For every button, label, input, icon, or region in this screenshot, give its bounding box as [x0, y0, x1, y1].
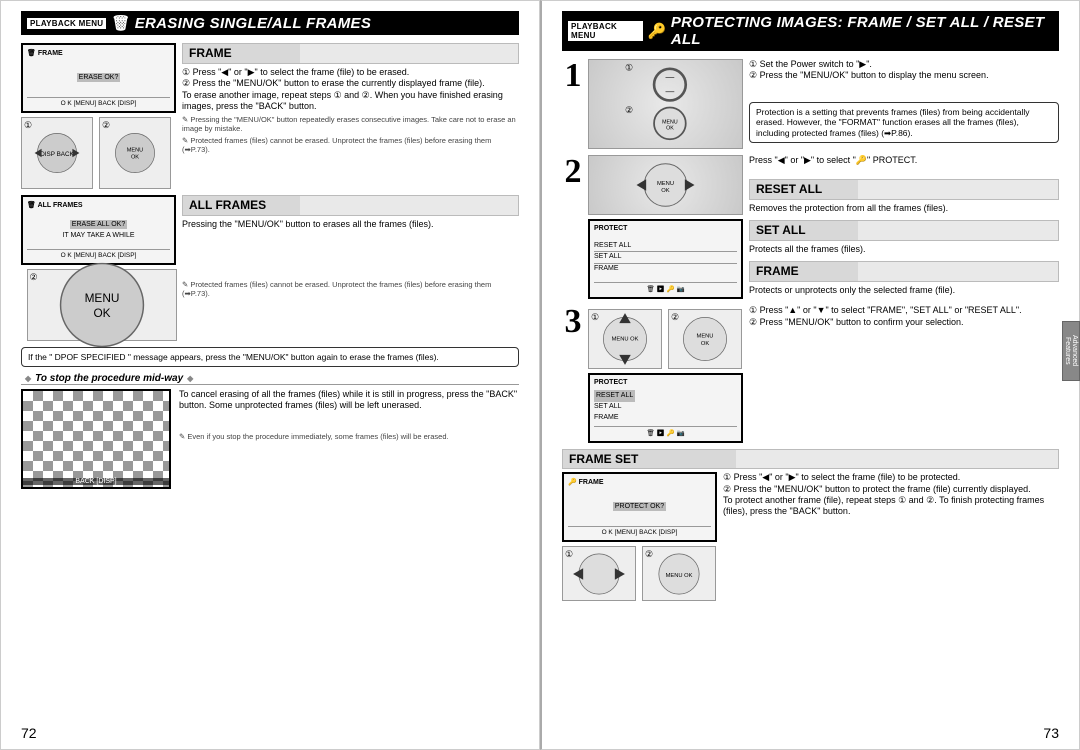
- frame-note1: ✎ Pressing the "MENU/OK" button repeated…: [182, 115, 519, 133]
- step3-num: 3: [562, 305, 584, 443]
- lcd3-top: PROTECT: [594, 379, 737, 386]
- lcd3-l3: FRAME: [594, 413, 737, 424]
- reset-all-title: RESET ALL: [749, 179, 1059, 200]
- svg-text:MENU: MENU: [127, 148, 143, 154]
- svg-text:DISP BACK: DISP BACK: [40, 151, 74, 158]
- stop-p1: To cancel erasing of all the frames (fil…: [179, 389, 519, 412]
- reset-all-desc: Removes the protection from all the fram…: [749, 203, 1059, 214]
- frame-p3: To erase another image, repeat steps ① a…: [182, 90, 519, 113]
- lcd-frame-bot: O K [MENU] BACK [DISP]: [27, 97, 170, 107]
- lcd-all-mid1: ERASE ALL OK?: [70, 220, 127, 229]
- svg-text:MENU OK: MENU OK: [612, 337, 639, 343]
- all-p1: Pressing the "MENU/OK" button to erases …: [182, 219, 519, 230]
- control-pad-1: DISP BACK: [21, 117, 93, 189]
- control-pad-step2: MENUOK: [588, 155, 743, 215]
- playback-menu-label: PLAYBACK MENU: [27, 18, 106, 29]
- frameset-p1: ① Press "◀" or "▶" to select the frame (…: [723, 472, 1059, 483]
- step1-num: 1: [562, 59, 584, 149]
- header-title: ERASING SINGLE/ALL FRAMES: [135, 15, 371, 32]
- stop-note: ✎ Even if you stop the procedure immedia…: [179, 432, 519, 441]
- step1-p1: ① Set the Power switch to "▶".: [749, 59, 1059, 70]
- step3-p2: ② Press "MENU/OK" button to confirm your…: [749, 317, 1059, 328]
- checker-image: [21, 389, 171, 489]
- header-erasing: PLAYBACK MENU 🗑 ERASING SINGLE/ALL FRAME…: [21, 11, 519, 35]
- header-protect: PLAYBACK MENU 🔑 PROTECTING IMAGES: FRAME…: [562, 11, 1059, 51]
- set-all-desc: Protects all the frames (files).: [749, 244, 1059, 255]
- control-pad-fs1: [562, 546, 636, 601]
- advanced-tab: Advanced Features: [1062, 321, 1080, 381]
- camera-illustration-1: ① ② MENU OK: [588, 59, 743, 149]
- control-pad-3b: MENUOK: [668, 309, 742, 369]
- lcd2-l2: SET ALL: [594, 252, 737, 264]
- svg-text:①: ①: [625, 63, 633, 73]
- frame-desc-r: Protects or unprotects only the selected…: [749, 285, 1059, 296]
- step1-p2: ② Press the "MENU/OK" button to display …: [749, 70, 1059, 81]
- trash-icon: 🗑: [111, 14, 130, 32]
- svg-text:MENU: MENU: [84, 291, 119, 305]
- lcd-all-top: 🗑 ALL FRAMES: [27, 201, 170, 209]
- set-all-title: SET ALL: [749, 220, 1059, 241]
- lcdfs-bot: O K [MENU] BACK [DISP]: [568, 526, 711, 536]
- lcdfs-top: 🔑 FRAME: [568, 478, 711, 486]
- page-number-right: 73: [1043, 725, 1059, 741]
- lcd3-l1: RESET ALL: [594, 390, 635, 403]
- svg-text:OK: OK: [666, 126, 674, 132]
- svg-text:OK: OK: [93, 306, 110, 320]
- playback-menu-label-r: PLAYBACK MENU: [568, 21, 643, 41]
- row-frame: 🗑 FRAME ERASE OK? O K [MENU] BACK [DISP]…: [21, 43, 519, 189]
- lcd3-l2: SET ALL: [594, 402, 737, 413]
- lcd2-top: PROTECT: [594, 225, 737, 232]
- step3-row: 3 MENU OK MENUOK PROTECT RESET ALL SET A…: [562, 305, 1059, 443]
- lcd-frame-mid: ERASE OK?: [27, 73, 170, 82]
- control-pad-all: MENUOK: [27, 269, 177, 341]
- lcd-frame-top: 🗑 FRAME: [27, 49, 170, 57]
- frameset-p3: To protect another frame (file), repeat …: [723, 495, 1059, 518]
- svg-text:OK: OK: [701, 341, 709, 347]
- lcd-step3: PROTECT RESET ALL SET ALL FRAME 🗑 ▶ 🔑 📷: [588, 373, 743, 443]
- frameset-p2: ② Press the "MENU/OK" button to protect …: [723, 484, 1059, 495]
- step1-row: 1 ① ② MENU OK ① Set the Power switch to …: [562, 59, 1059, 149]
- header-title-r: PROTECTING IMAGES: FRAME / SET ALL / RES…: [671, 14, 1053, 48]
- lcd2-l3: FRAME: [594, 264, 737, 275]
- lcdfs-mid: PROTECT OK?: [613, 502, 666, 511]
- frame-p2: ② Press the "MENU/OK" button to erase th…: [182, 78, 519, 89]
- section-frame-title: FRAME: [182, 43, 519, 64]
- all-note1: ✎ Protected frames (files) cannot be era…: [182, 280, 519, 298]
- lcd-frame: 🗑 FRAME ERASE OK? O K [MENU] BACK [DISP]: [21, 43, 176, 113]
- control-pad-2: MENUOK: [99, 117, 171, 189]
- lcd2-l1: RESET ALL: [594, 241, 737, 253]
- control-pad-3a: MENU OK: [588, 309, 662, 369]
- step2-row: 2 MENUOK PROTECT RESET ALL SET ALL FRAME…: [562, 155, 1059, 299]
- page-number-left: 72: [21, 725, 37, 741]
- lcd-step2: PROTECT RESET ALL SET ALL FRAME 🗑 ▶ 🔑 📷: [588, 219, 743, 299]
- svg-text:MENU: MENU: [697, 334, 714, 340]
- key-icon: 🔑: [648, 22, 667, 40]
- frameset-title: FRAME SET: [562, 449, 1059, 469]
- step2-num: 2: [562, 155, 584, 299]
- frame-title-r: FRAME: [749, 261, 1059, 282]
- row-stop: To cancel erasing of all the frames (fil…: [21, 389, 519, 489]
- page-left: PLAYBACK MENU 🗑 ERASING SINGLE/ALL FRAME…: [0, 0, 540, 750]
- svg-text:MENU: MENU: [657, 181, 674, 187]
- frame-p1: ① Press "◀" or "▶" to select the frame (…: [182, 67, 519, 78]
- control-pad-fs2: MENU OK: [642, 546, 716, 601]
- row-allframes: 🗑 ALL FRAMES ERASE ALL OK? IT MAY TAKE A…: [21, 195, 519, 341]
- frame-note2: ✎ Protected frames (files) cannot be era…: [182, 136, 519, 154]
- section-all-title: ALL FRAMES: [182, 195, 519, 216]
- step3-p1: ① Press "▲" or "▼" to select "FRAME", "S…: [749, 305, 1059, 316]
- step2-p1: Press "◀" or "▶" to select "🔑" PROTECT.: [749, 155, 1059, 166]
- svg-text:OK: OK: [661, 188, 670, 194]
- svg-text:MENU: MENU: [662, 119, 678, 125]
- svg-text:②: ②: [625, 105, 633, 115]
- frameset-row: 🔑 FRAME PROTECT OK? O K [MENU] BACK [DIS…: [562, 472, 1059, 601]
- svg-text:MENU OK: MENU OK: [666, 573, 693, 579]
- svg-text:OK: OK: [131, 155, 139, 161]
- page-right: PLAYBACK MENU 🔑 PROTECTING IMAGES: FRAME…: [540, 0, 1080, 750]
- lcd-frameset: 🔑 FRAME PROTECT OK? O K [MENU] BACK [DIS…: [562, 472, 717, 542]
- step1-box: Protection is a setting that prevents fr…: [749, 102, 1059, 144]
